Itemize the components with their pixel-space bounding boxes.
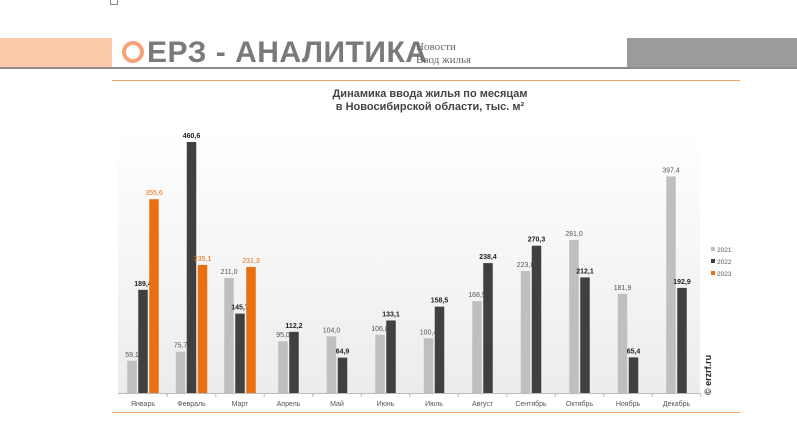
x-tick-label: Февраль [177, 401, 206, 408]
data-label: 112,2 [285, 323, 302, 330]
bar-2021 [278, 341, 288, 393]
legend-swatch [711, 271, 715, 275]
x-tick-label: Июль [425, 401, 443, 408]
legend-label: 2023 [717, 271, 732, 278]
x-tick-label: Июнь [377, 401, 395, 408]
bar-2021 [175, 351, 186, 393]
header-divider [0, 67, 797, 69]
data-label: 145,7 [231, 305, 249, 312]
x-tick-label: Декабрь [663, 400, 691, 408]
bar-2023 [197, 264, 208, 393]
bar-2023 [246, 266, 256, 393]
data-label: 100,4 [420, 329, 438, 336]
data-label: 189,4 [134, 281, 152, 288]
data-label: 192,9 [673, 279, 691, 286]
bar-2021 [326, 336, 337, 393]
data-label: 104,0 [323, 327, 341, 334]
logo-text: ЕРЗ - АНАЛИТИКА [147, 36, 428, 69]
bottom-rule [112, 412, 740, 413]
legend-label: 2022 [717, 259, 732, 266]
nav-news[interactable]: Новости [416, 41, 456, 53]
x-tick-label: Август [472, 401, 494, 408]
data-label: 212,1 [576, 268, 594, 275]
legend-swatch [711, 259, 715, 263]
x-tick-label: Октябрь [566, 400, 593, 408]
bar-2021 [423, 338, 434, 393]
chart-title-line1: Динамика ввода жилья по месяцам [332, 88, 528, 100]
breadcrumb: Новости Ввод жилья [416, 41, 471, 67]
x-tick-label: Январь [131, 401, 155, 408]
chart-title-line2: в Новосибирской области, тыс. м² [335, 101, 525, 113]
x-tick-label: Март [232, 401, 250, 408]
data-label: 59,1 [125, 352, 139, 359]
bar-2021 [569, 239, 579, 393]
x-tick-label: Сентябрь [515, 400, 547, 408]
plot-area [118, 130, 700, 394]
watermark: © erzrf.ru [703, 355, 713, 395]
chart-title: Динамика ввода жилья по месяцам в Новоси… [230, 88, 630, 114]
data-label: 65,4 [627, 348, 641, 355]
bar-2022 [289, 331, 299, 393]
x-tick-label: Ноябрь [616, 400, 641, 408]
data-label: 238,4 [479, 254, 497, 261]
corner-mark [110, 0, 118, 5]
x-tick-label: Апрель [277, 401, 301, 408]
bar-2021 [127, 360, 137, 393]
bar-2022 [235, 313, 245, 393]
bar-2021 [666, 176, 676, 393]
bar-2021 [375, 334, 385, 393]
bar-2021 [224, 278, 234, 393]
data-label: 460,6 [183, 133, 201, 140]
bar-2022 [677, 287, 687, 393]
data-label: 270,3 [528, 237, 546, 244]
bar-2021 [472, 301, 482, 393]
bar-2022 [628, 357, 639, 393]
data-label: 75,7 [174, 343, 188, 350]
bar-2022 [434, 306, 445, 393]
bar-2021 [617, 293, 628, 393]
header-accent-block [0, 38, 112, 68]
top-rule [112, 80, 740, 81]
data-label: 231,3 [242, 258, 260, 265]
data-label: 168,5 [468, 292, 486, 299]
data-label: 281,0 [565, 231, 583, 238]
bar-2022 [337, 357, 348, 393]
logo-q-icon [122, 41, 144, 63]
x-tick-label: Май [330, 400, 344, 408]
header-gray-block [627, 38, 797, 68]
legend-swatch [711, 247, 715, 251]
data-label: 106,8 [371, 326, 389, 333]
data-label: 355,6 [145, 190, 163, 197]
bar-2022 [483, 263, 493, 393]
bar-2023 [149, 199, 159, 393]
bar-2021 [520, 271, 531, 393]
legend-label: 2021 [717, 247, 732, 254]
data-label: 235,1 [194, 256, 212, 263]
bar-2022 [138, 289, 148, 393]
data-label: 397,4 [662, 167, 680, 174]
bar-2022 [386, 320, 396, 393]
data-label: 95,0 [276, 332, 290, 339]
nav-housing[interactable]: Ввод жилья [416, 54, 472, 66]
data-label: 181,9 [614, 285, 632, 292]
data-label: 223,8 [517, 262, 535, 269]
data-label: 158,5 [431, 298, 449, 305]
data-label: 64,9 [336, 349, 350, 356]
data-label: 211,0 [221, 269, 238, 276]
data-label: 133,1 [382, 311, 400, 318]
logo[interactable]: ЕРЗ - АНАЛИТИКА [122, 36, 427, 70]
bar-2022 [186, 142, 197, 393]
bar-2022 [580, 277, 590, 393]
bar-2022 [531, 245, 542, 393]
